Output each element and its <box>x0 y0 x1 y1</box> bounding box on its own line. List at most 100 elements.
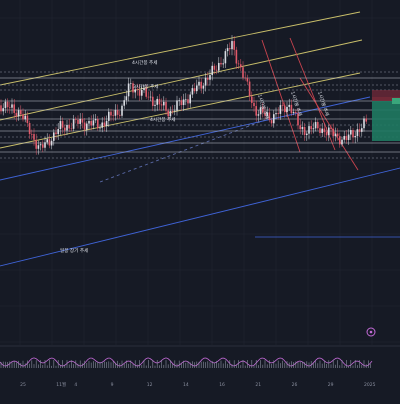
position-stop-zone-upper[interactable] <box>372 90 400 97</box>
grid-layer <box>0 0 400 346</box>
candle-body <box>152 97 154 106</box>
candle-body <box>328 128 330 136</box>
candle-body <box>242 67 244 77</box>
candle-body <box>220 63 222 64</box>
candle-body <box>88 121 90 124</box>
candle-body <box>365 118 367 121</box>
chart-annotation-ann-down-3[interactable]: 1시간봉 추세 <box>316 90 331 116</box>
x-tick-label: 16 <box>219 382 225 388</box>
candle-body <box>273 114 275 123</box>
candle-body <box>55 132 57 134</box>
candle-body <box>189 95 191 104</box>
candle-body <box>31 134 33 135</box>
candle-body <box>170 111 172 116</box>
candle-body <box>288 105 290 107</box>
chart-annotation-ann-4h-upper[interactable]: 4시간봉 추세 <box>132 59 158 66</box>
candle-body <box>40 144 42 145</box>
chart-annotation-ann-long[interactable]: 일봉 장기 추세 <box>60 247 88 254</box>
chart-annotation-ann-4h-lower[interactable]: 4시간봉 추세 <box>150 116 176 123</box>
candle-body <box>108 112 110 121</box>
candle-body <box>148 97 150 98</box>
candle-body <box>165 102 167 111</box>
candle-body <box>64 128 66 131</box>
candle-body <box>73 119 75 129</box>
chart-annotation-ann-3day[interactable]: 3시간봉 추세 <box>133 83 159 90</box>
candle-body <box>326 132 328 135</box>
time-axis-background <box>0 378 400 400</box>
x-tick-label: 4 <box>74 382 77 388</box>
candle-body <box>22 114 24 119</box>
candle-body <box>49 139 51 145</box>
candle-body <box>97 119 99 128</box>
x-tick-label: 25 <box>20 382 26 388</box>
candle-body <box>286 107 288 112</box>
candle-body <box>337 134 339 137</box>
candle-body <box>255 106 257 116</box>
candle-body <box>251 96 253 102</box>
candle-body <box>154 105 156 106</box>
candle-body <box>112 115 114 116</box>
candle-body <box>117 110 119 115</box>
candle-body <box>53 132 55 140</box>
candle-body <box>354 136 356 137</box>
candle-body <box>222 63 224 64</box>
candle-body <box>82 119 84 123</box>
candle-body <box>126 96 128 100</box>
oscillator-panel <box>0 358 372 368</box>
candle-body <box>211 66 213 75</box>
candle-body <box>99 128 101 129</box>
candle-body <box>200 82 202 89</box>
candle-body <box>0 105 2 111</box>
candle-body <box>192 88 194 94</box>
candle-body <box>218 63 220 71</box>
long-position-tool[interactable] <box>372 90 400 141</box>
candle-body <box>163 102 165 106</box>
candle-body <box>141 90 143 96</box>
candle-body <box>183 99 185 105</box>
down-trend-line-3[interactable] <box>300 78 358 170</box>
candle-body <box>293 112 295 113</box>
x-tick-label: 2025 <box>364 382 376 388</box>
position-target-zone[interactable] <box>372 101 400 141</box>
candle-body <box>9 107 11 108</box>
candle-body <box>315 122 317 128</box>
indicator-settings-icon[interactable] <box>367 328 375 336</box>
candle-body <box>172 111 174 112</box>
candle-body <box>229 48 231 49</box>
candle-body <box>5 102 7 108</box>
candle-body <box>313 128 315 129</box>
candle-body <box>341 140 343 145</box>
candle-body <box>181 100 183 105</box>
candle-body <box>13 104 15 113</box>
candle-body <box>332 129 334 136</box>
candle-body <box>130 83 132 84</box>
candle-body <box>101 122 103 127</box>
candle-body <box>330 128 332 129</box>
candle-body <box>90 121 92 126</box>
candle-body <box>42 144 44 147</box>
candle-body <box>233 41 235 50</box>
x-tick-label: 11월 <box>56 381 66 388</box>
candle-body <box>282 105 284 106</box>
candle-body <box>75 119 77 120</box>
dashed-trend-line[interactable] <box>100 120 265 182</box>
candle-body <box>238 64 240 65</box>
candle-body <box>139 90 141 96</box>
x-tick-label: 29 <box>328 382 334 388</box>
candle-body <box>209 75 211 80</box>
candle-body <box>115 110 117 116</box>
candle-body <box>214 66 216 70</box>
candle-body <box>7 102 9 107</box>
candle-body <box>167 111 169 117</box>
candle-body <box>77 120 79 124</box>
candle-body <box>198 82 200 86</box>
candle-body <box>299 125 301 129</box>
candle-body <box>178 100 180 101</box>
candle-body <box>361 128 363 132</box>
x-tick-label: 12 <box>147 382 153 388</box>
candle-body <box>2 108 4 111</box>
candle-body <box>302 127 304 129</box>
candle-body <box>335 134 337 137</box>
